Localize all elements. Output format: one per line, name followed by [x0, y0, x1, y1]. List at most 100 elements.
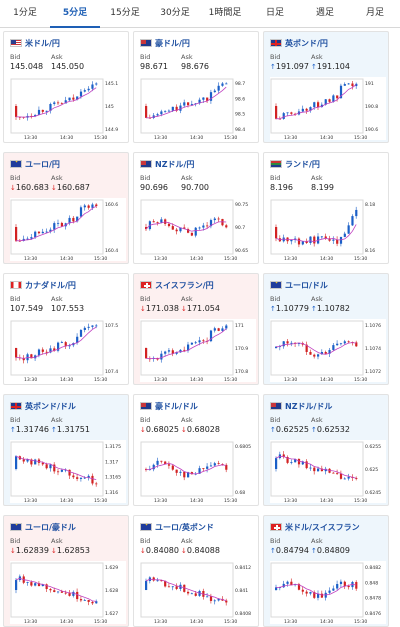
- candle-body: [164, 351, 167, 354]
- arrow-up-icon: ↑: [311, 63, 317, 71]
- bid-label: Bid: [140, 416, 151, 424]
- price-chart[interactable]: 160.6 160.4 13:30 14:30 15:30: [10, 198, 126, 261]
- candle-body: [213, 328, 216, 331]
- candle-body: [57, 222, 60, 224]
- tab-4[interactable]: 1時間足: [208, 8, 242, 18]
- currency-card[interactable]: 豪ドル/円 Bid 98.671 Ask 98.676 98.7 98.6 98.5 98.4 1…: [133, 31, 259, 143]
- candle-body: [91, 601, 94, 604]
- pair-title[interactable]: カナダドル/円: [10, 280, 76, 292]
- currency-card[interactable]: ユーロ/英ポンドBid↓0.84080Ask↓0.840880.84120.84…: [133, 515, 259, 627]
- price-chart[interactable]: 98.7 98.6 98.5 98.4 13:30 14:30 15:30: [140, 77, 256, 140]
- price-chart[interactable]: 191 190.8 190.6 13:30 14:30 15:30: [270, 77, 386, 140]
- price-chart[interactable]: 0.6805 0.68 13:30 14:30 15:30: [140, 440, 256, 503]
- pair-title[interactable]: スイスフラン/円: [140, 280, 214, 292]
- price-chart[interactable]: 0.8412 0.841 0.8408 13:30 14:30 15:30: [140, 561, 256, 624]
- currency-card[interactable]: ユーロ/ドルBid↑1.10779Ask↑1.107821.10761.1074…: [263, 273, 389, 385]
- currency-card[interactable]: NZドル/円 Bid 90.696 Ask 90.700 90.75 90.7 90.65 13…: [133, 152, 259, 264]
- price-chart[interactable]: 1.1076 1.1074 1.1072 13:30 14:30 15:30: [270, 319, 386, 382]
- currency-card[interactable]: 米ドル/スイスフラン Bid ↑0.84794 Ask ↑0.84809 0.8482 0.…: [263, 515, 389, 627]
- pair-title[interactable]: ランド/円: [270, 159, 320, 171]
- arrow-down-icon: ↓: [181, 305, 187, 313]
- pair-title[interactable]: NZドル/円: [140, 159, 194, 171]
- candle-body: [198, 99, 201, 104]
- y-tick-label: 144.9: [105, 127, 118, 133]
- candle-body: [34, 231, 37, 238]
- price-chart[interactable]: 0.8482 0.848 0.8478 0.8476 13:30 14:30 15:30: [270, 561, 386, 624]
- moving-average-line: [15, 205, 97, 242]
- candle-body: [60, 591, 64, 593]
- x-tick-label: 15:30: [94, 498, 107, 503]
- currency-card[interactable]: カナダドル/円 Bid 107.549 Ask 107.553 107.5 107.4 13:…: [3, 273, 129, 385]
- pair-title[interactable]: 米ドル/スイスフラン: [270, 522, 360, 534]
- currency-card[interactable]: ユーロ/円Bid↓160.683Ask↓160.687160.6160.413:…: [3, 152, 129, 264]
- tab-6[interactable]: 週足: [315, 8, 334, 18]
- price-chart[interactable]: 0.6255 0.625 0.6245 13:30 14:30 15:30: [270, 440, 386, 503]
- arrow-down-icon: ↓: [181, 547, 187, 555]
- candle-body: [83, 599, 86, 601]
- currency-card[interactable]: ランド/円 Bid 8.196 Ask 8.199 8.18 8.16 13:30 14:30 1…: [263, 152, 389, 264]
- tab-0[interactable]: 1分足: [13, 8, 37, 18]
- pair-title[interactable]: ユーロ/豪ドル: [10, 522, 76, 534]
- pair-title[interactable]: ユーロ/ドル: [270, 280, 328, 292]
- candle-body: [15, 348, 18, 358]
- x-tick-label: 13:30: [284, 256, 297, 261]
- pair-title[interactable]: 豪ドル/ドル: [140, 401, 198, 413]
- currency-card[interactable]: NZドル/ドル Bid ↑0.62525 Ask ↑0.62532 0.6255 0.625…: [263, 394, 389, 506]
- tab-1[interactable]: 5分足: [50, 0, 100, 28]
- candle-body: [320, 468, 324, 472]
- currency-card[interactable]: 英ポンド/円 Bid ↑191.097 Ask ↑191.104 191 190.8 190.…: [263, 31, 389, 143]
- x-tick-label: 14:30: [60, 256, 73, 261]
- pair-name: 英ポンド/円: [285, 39, 328, 48]
- candle-body: [160, 219, 163, 223]
- x-tick-label: 14:30: [190, 135, 203, 140]
- pair-title[interactable]: 豪ドル/円: [140, 38, 190, 50]
- pair-name: 米ドル/円: [25, 39, 60, 48]
- pair-title[interactable]: ユーロ/円: [10, 159, 60, 171]
- plot-frame: [270, 78, 364, 134]
- pair-title[interactable]: ユーロ/英ポンド: [140, 522, 214, 534]
- y-tick-label: 1.628: [105, 588, 118, 594]
- moving-average-line: [15, 326, 97, 359]
- pair-title[interactable]: 米ドル/円: [10, 38, 60, 50]
- ask-label: Ask: [311, 537, 323, 545]
- candle-body: [15, 227, 18, 241]
- moving-average-line: [16, 87, 97, 118]
- candle-body: [187, 472, 190, 478]
- ask-value: 107.553: [51, 304, 85, 313]
- candle-body: [336, 239, 339, 244]
- price-chart[interactable]: 1.3175 1.317 1.3165 1.316 13:30 14:30 15:30: [10, 440, 126, 503]
- price-chart[interactable]: 171 170.9 170.8 13:30 14:30 15:30: [140, 319, 256, 382]
- price-chart[interactable]: 90.75 90.7 90.65 13:30 14:30 15:30: [140, 198, 256, 261]
- candle-body: [336, 95, 339, 99]
- candle-body: [198, 227, 201, 229]
- tab-3[interactable]: 30分足: [160, 8, 190, 18]
- price-chart[interactable]: 107.5 107.4 13:30 14:30 15:30: [10, 319, 126, 382]
- y-tick-label: 0.68: [235, 490, 245, 496]
- currency-card[interactable]: ユーロ/豪ドルBid↓1.62839Ask↓1.628531.6291.6281…: [3, 515, 129, 627]
- plot-frame: [270, 320, 364, 376]
- price-chart[interactable]: 145.1 145 144.9 13:30 14:30 15:30: [10, 77, 126, 140]
- candle-body: [313, 592, 316, 598]
- price-chart[interactable]: 8.18 8.16 13:30 14:30 15:30: [270, 198, 386, 261]
- candle-body: [156, 114, 159, 116]
- tab-5[interactable]: 日足: [265, 8, 284, 18]
- pair-title[interactable]: 英ポンド/円: [270, 38, 328, 50]
- currency-card[interactable]: スイスフラン/円 Bid ↓171.038 Ask ↓171.054 171 170.9 17…: [133, 273, 259, 385]
- y-tick-label: 98.7: [235, 81, 245, 87]
- candle-body: [198, 468, 201, 474]
- y-tick-label: 0.625: [365, 467, 378, 473]
- currency-card[interactable]: 英ポンド/ドル Bid ↑1.31746 Ask ↑1.31751 1.3175 1.317…: [3, 394, 129, 506]
- pair-name: 豪ドル/ドル: [155, 402, 198, 411]
- pair-title[interactable]: NZドル/ドル: [270, 401, 332, 413]
- candle-body: [64, 469, 67, 471]
- candle-body: [30, 582, 33, 586]
- candle-body: [175, 469, 178, 473]
- currency-card[interactable]: 豪ドル/ドル Bid ↓0.68025 Ask ↓0.68028 0.6805 0.68 13…: [133, 394, 259, 506]
- tab-2[interactable]: 15分足: [110, 8, 140, 18]
- currency-card[interactable]: 米ドル/円 Bid 145.048 Ask 145.050 145.1 145 144.9 13…: [3, 31, 129, 143]
- x-tick-label: 13:30: [154, 135, 167, 140]
- price-chart[interactable]: 1.629 1.628 1.627 13:30 14:30 15:30: [10, 561, 126, 624]
- tab-7[interactable]: 月足: [365, 8, 384, 18]
- pair-title[interactable]: 英ポンド/ドル: [10, 401, 76, 413]
- y-tick-label: 1.1076: [365, 323, 381, 329]
